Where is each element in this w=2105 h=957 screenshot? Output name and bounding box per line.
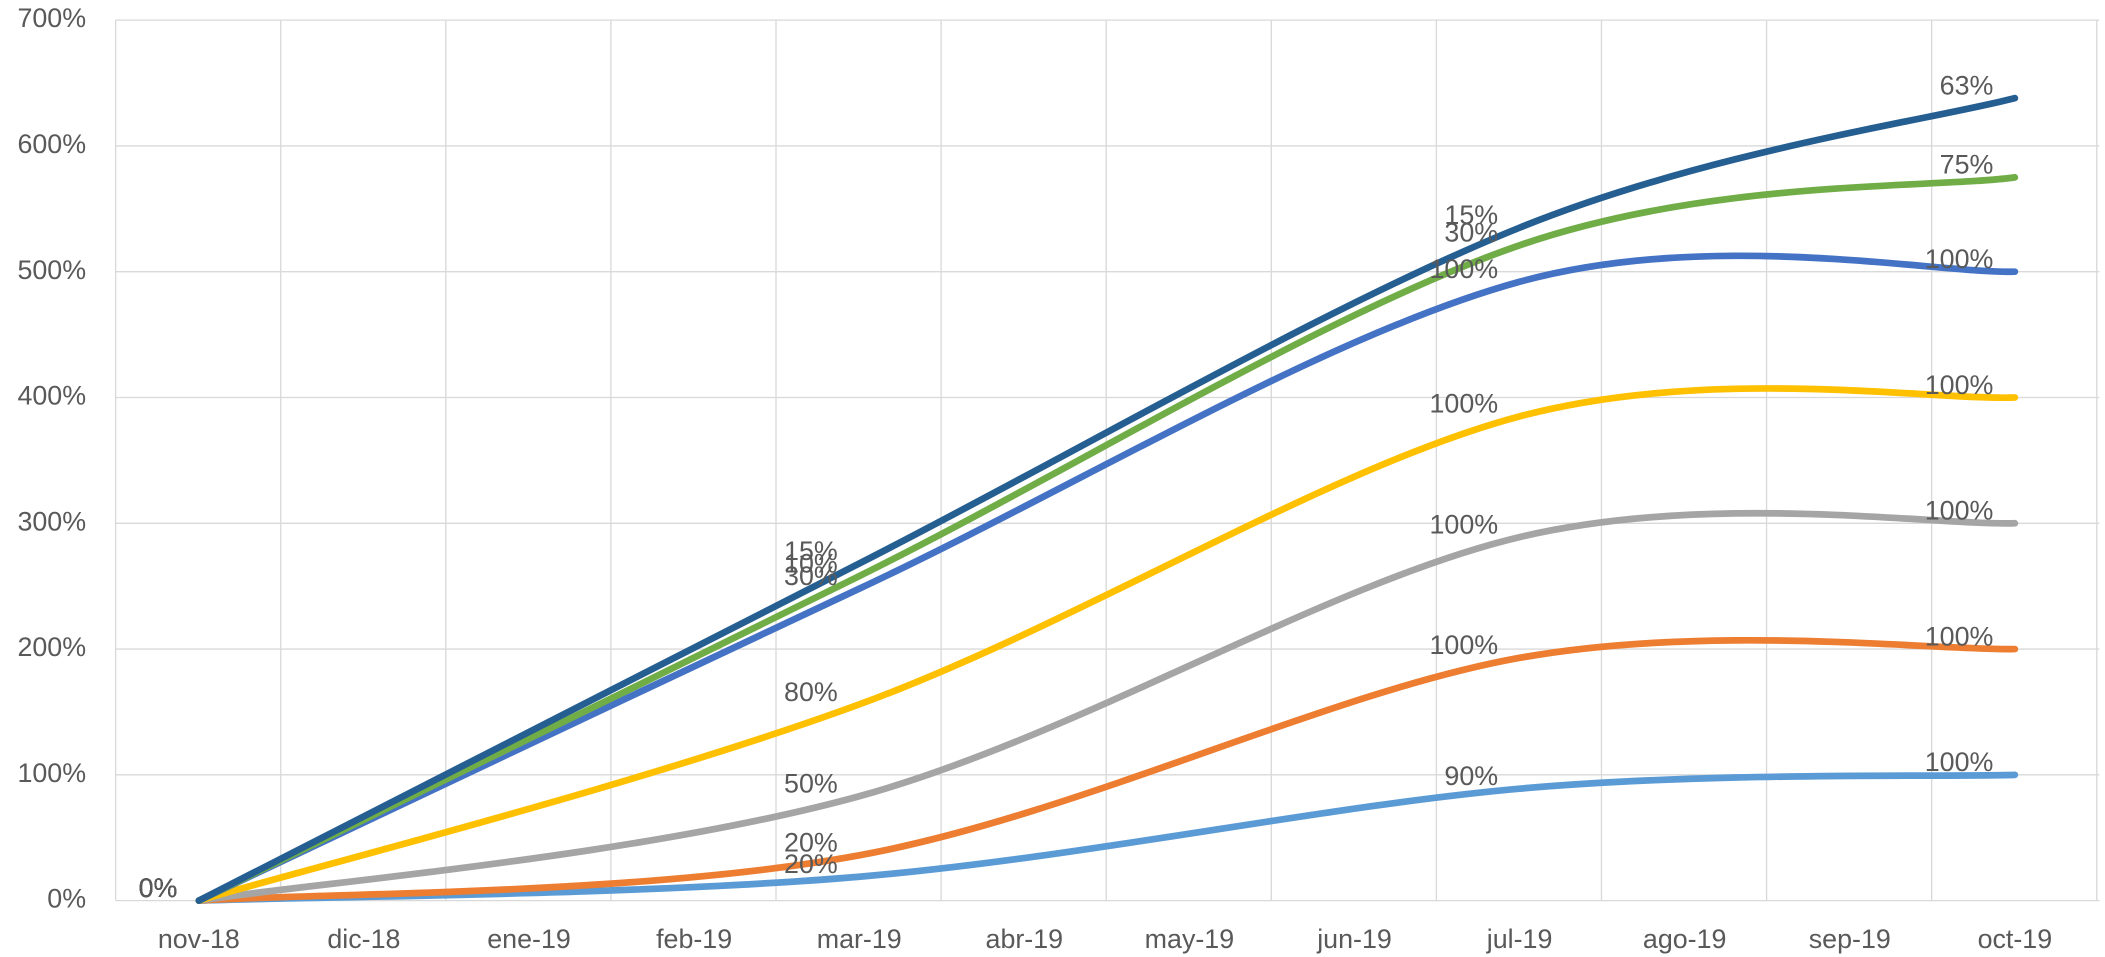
data-label: 50% [784, 769, 838, 799]
y-tick-label: 0% [47, 884, 86, 914]
series-line [195, 636, 2019, 904]
x-tick-label: dic-18 [327, 924, 400, 954]
y-tick-label: 300% [17, 506, 86, 536]
x-tick-label: nov-18 [158, 924, 240, 954]
series-line [195, 509, 2019, 904]
data-label: 100% [1925, 621, 1994, 651]
x-tick-label: ene-19 [487, 924, 571, 954]
data-label: 15% [1444, 200, 1498, 230]
data-label: 0% [139, 873, 178, 903]
series-line [195, 771, 2019, 904]
series-line [195, 94, 2019, 904]
data-label: 75% [1940, 150, 1994, 180]
x-tick-label: may-19 [1145, 924, 1234, 954]
x-tick-label: feb-19 [656, 924, 732, 954]
x-tick-label: ago-19 [1643, 924, 1727, 954]
data-label: 0% [139, 873, 178, 903]
data-label: 0% [139, 873, 178, 903]
x-tick-label: oct-19 [1978, 924, 2053, 954]
y-tick-label: 700% [17, 3, 86, 33]
y-tick-label: 200% [17, 632, 86, 662]
x-tick-label: sep-19 [1809, 924, 1891, 954]
x-tick-label: abr-19 [986, 924, 1064, 954]
y-tick-label: 500% [17, 255, 86, 285]
data-label: 15% [784, 536, 838, 566]
data-label: 100% [1429, 630, 1498, 660]
x-tick-label: jul-19 [1486, 924, 1553, 954]
series-line [195, 385, 2019, 904]
x-tick-label: jun-19 [1316, 924, 1392, 954]
data-label: 63% [1940, 70, 1994, 100]
data-label: 100% [1925, 370, 1994, 400]
data-label: 30% [1444, 218, 1498, 248]
data-label: 0% [139, 873, 178, 903]
data-label: 20% [784, 849, 838, 879]
x-tick-label: mar-19 [817, 924, 902, 954]
data-label: 0% [139, 873, 178, 903]
series-line [195, 174, 2019, 904]
data-label: 10% [784, 548, 838, 578]
data-label: 100% [1429, 389, 1498, 419]
series-line [195, 252, 2019, 904]
data-label: 0% [139, 873, 178, 903]
y-tick-label: 100% [17, 758, 86, 788]
data-label: 30% [784, 561, 838, 591]
data-label: 100% [1429, 509, 1498, 539]
data-label: 100% [1925, 496, 1994, 526]
y-tick-label: 600% [17, 129, 86, 159]
data-label: 90% [1444, 761, 1498, 791]
data-label: 80% [784, 677, 838, 707]
data-label: 100% [1925, 244, 1994, 274]
y-tick-label: 400% [17, 381, 86, 411]
data-label: 100% [1925, 747, 1994, 777]
data-label: 0% [139, 873, 178, 903]
data-label: 100% [1429, 254, 1498, 284]
data-label: 20% [784, 828, 838, 858]
